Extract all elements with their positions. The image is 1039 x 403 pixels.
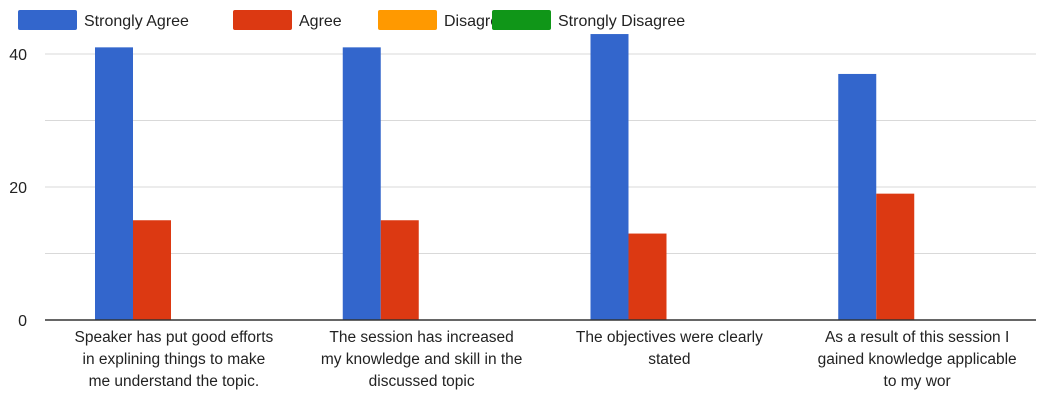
x-category-label: The session has increased my knowledge an… [321, 329, 523, 390]
x-axis: Speaker has put good efforts in explining… [45, 319, 1036, 390]
x-category-label: Speaker has put good efforts in explining… [74, 329, 273, 390]
bar-strongly-agree [590, 34, 629, 321]
legend: Strongly Agree Agree Disagree Strongly Disa… [18, 10, 685, 30]
x-category-label: The objectives were clearly stated [576, 329, 763, 368]
y-tick-label: 0 [18, 313, 27, 330]
legend-label: Strongly Agree [84, 13, 189, 30]
legend-swatch [18, 10, 77, 30]
bar-strongly-agree [342, 47, 381, 320]
bar-agree [133, 220, 171, 320]
bars [95, 34, 915, 321]
y-axis: 0 20 40 [9, 47, 27, 330]
legend-swatch [492, 10, 551, 30]
bar-agree [628, 233, 667, 320]
legend-swatch [378, 10, 437, 30]
legend-label: Strongly Disagree [558, 13, 685, 30]
y-tick-label: 20 [9, 180, 27, 197]
bar-agree [876, 193, 915, 320]
bar-agree [380, 220, 419, 320]
legend-swatch [233, 10, 292, 30]
bar-strongly-agree [838, 73, 877, 320]
bar-strongly-agree [95, 47, 133, 320]
legend-label: Agree [299, 13, 342, 30]
y-tick-label: 40 [9, 47, 27, 64]
